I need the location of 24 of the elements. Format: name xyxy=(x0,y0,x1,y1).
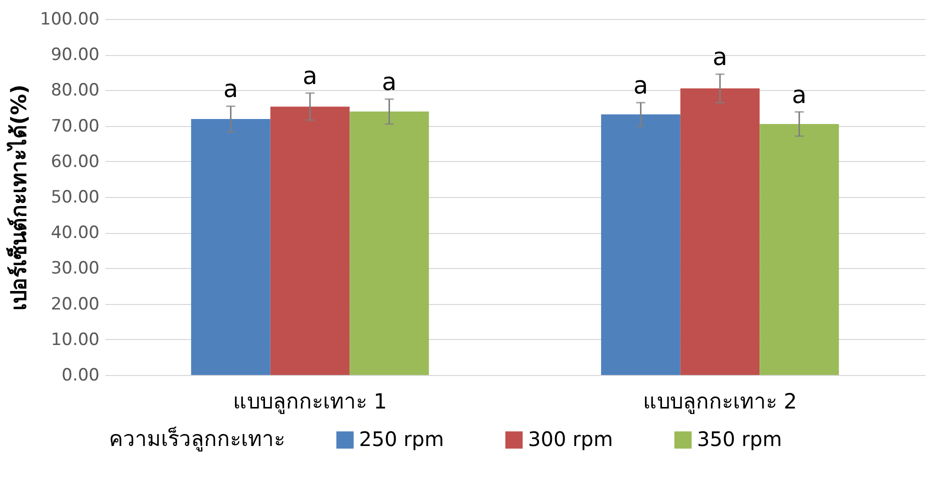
data-label: a xyxy=(382,68,397,96)
data-label: a xyxy=(792,80,807,109)
y-tick-label: 90.00 xyxy=(50,45,100,66)
y-tick-label: 60.00 xyxy=(50,152,100,172)
y-axis-title: เปอร์เซ็นต์กะเทาะได้(%) xyxy=(5,84,32,311)
data-label: a xyxy=(712,43,728,72)
x-tick-label: แบบลูกกะเทาะ 1 xyxy=(232,390,388,414)
y-tick-label: 20.00 xyxy=(50,294,100,314)
y-tick-label: 100.00 xyxy=(40,10,100,30)
data-label: a xyxy=(302,62,318,90)
data-label: a xyxy=(633,72,648,100)
y-tick-label: 70.00 xyxy=(50,116,100,136)
legend-label: 350 rpm xyxy=(697,427,782,451)
legend-title: ความเร็วลูกกะเทาะ xyxy=(109,425,285,452)
y-tick-label: 50.00 xyxy=(50,188,100,208)
y-tick-label: 0.00 xyxy=(62,366,100,386)
legend-label: 250 rpm xyxy=(359,427,444,451)
data-label: a xyxy=(223,75,238,104)
y-tick-label: 10.00 xyxy=(50,330,100,350)
y-tick-label: 40.00 xyxy=(50,223,100,244)
x-tick-label: แบบลูกกะเทาะ 2 xyxy=(642,390,798,414)
y-tick-label: 80.00 xyxy=(50,80,100,101)
legend-label: 300 rpm xyxy=(528,427,613,451)
y-tick-label: 30.00 xyxy=(50,258,100,279)
